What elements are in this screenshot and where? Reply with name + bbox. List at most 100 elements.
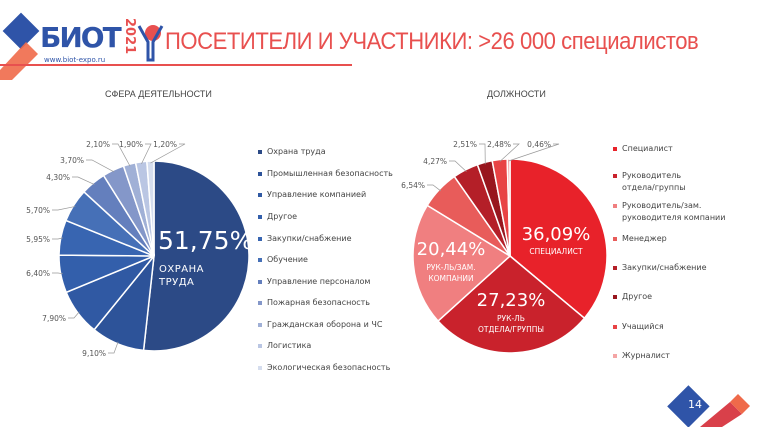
legend-swatch — [613, 146, 617, 151]
data-label: 6,54% — [401, 181, 425, 190]
legend-item: Менеджер — [613, 233, 667, 245]
data-label: 2,48% — [487, 140, 511, 149]
leader-line — [108, 341, 119, 354]
legend-swatch — [613, 203, 617, 208]
data-label: 4,30% — [46, 173, 70, 182]
legend-item: Управление компанией — [258, 189, 366, 201]
highlight-caption-left: ОХРАНА ТРУДА — [159, 264, 204, 288]
highlight-value-left: 51,75% — [158, 226, 254, 255]
legend-item: Закупки/снабжение — [258, 233, 352, 245]
logo-emblem-icon — [137, 25, 164, 62]
legend-label: Менеджер — [622, 234, 667, 243]
legend-swatch — [613, 353, 617, 358]
legend-label: Промышленная безопасность — [267, 169, 393, 178]
pie-slice — [506, 158, 511, 257]
data-label: 9,10% — [82, 349, 106, 358]
leader-line — [72, 176, 95, 185]
data-label: 5,95% — [26, 235, 50, 244]
legend-swatch — [613, 173, 617, 178]
data-label: 1,90% — [119, 140, 143, 149]
legend-label: Специалист — [622, 144, 673, 153]
logo-url: www.biot-expo.ru — [44, 56, 106, 64]
leader-line — [86, 159, 115, 173]
legend-swatch — [613, 294, 617, 299]
legend-item: Гражданская оборона и ЧС — [258, 319, 382, 331]
highlight-value-specialist: 36,09% — [521, 224, 591, 245]
data-label: 3,70% — [60, 156, 84, 165]
legend-item: Экологическая безопасность — [258, 362, 390, 374]
legend-item: Руководитель/зам. руководителя компании — [613, 200, 725, 224]
legend-label: Логистика — [267, 341, 312, 350]
leader-line — [150, 143, 186, 164]
chart-title-positions: ДОЛЖНОСТИ — [487, 89, 546, 99]
legend-item: Другое — [258, 211, 297, 223]
legend-swatch — [613, 236, 617, 241]
legend-label: Пожарная безопасность — [267, 298, 371, 307]
title-underline — [0, 64, 352, 66]
logo-shapes — [0, 12, 40, 80]
legend-item: Обучение — [258, 254, 308, 266]
highlight-value-dept-head: 27,23% — [476, 290, 546, 311]
legend-item: Логистика — [258, 340, 311, 352]
legend-label: Управление компанией — [267, 190, 367, 199]
data-label: 5,70% — [26, 206, 50, 215]
legend-label: Обучение — [267, 255, 308, 264]
highlight-value-company-head: 20,44% — [416, 239, 486, 260]
legend-label: Учащийся — [622, 322, 664, 331]
leader-line — [141, 143, 152, 164]
legend-item: Охрана труда — [258, 146, 326, 158]
legend-item: Журналист — [613, 350, 670, 362]
legend-swatch — [258, 214, 262, 219]
data-label: 4,27% — [423, 157, 447, 166]
legend-item: Другое — [613, 291, 652, 303]
highlight-caption-specialist: СПЕЦИАЛИСТ — [529, 247, 583, 256]
legend-swatch — [258, 171, 262, 176]
legend-swatch — [258, 365, 262, 370]
data-label: 2,10% — [86, 140, 110, 149]
legend-label: Экологическая безопасность — [267, 363, 391, 372]
legend-label: Закупки/снабжение — [267, 234, 352, 243]
legend-item: Руководитель отдела/группы — [613, 170, 686, 194]
legend-swatch — [613, 324, 617, 329]
legend-swatch — [258, 257, 262, 262]
page-badge-shapes — [667, 385, 750, 427]
page-number: 14 — [688, 398, 702, 411]
pie-slice — [142, 160, 250, 352]
legend-label: Управление персоналом — [267, 277, 371, 286]
leader-line — [499, 143, 520, 162]
legend-label: Другое — [267, 212, 298, 221]
legend-swatch — [258, 192, 262, 197]
data-label: 0,46% — [527, 140, 551, 149]
chart-title-activity: СФЕРА ДЕЯТЕЛЬНОСТИ — [105, 89, 212, 99]
leader-line — [112, 143, 131, 167]
highlight-caption-dept-head: РУК-ЛЬ ОТДЕЛА/ГРУППЫ — [478, 314, 544, 334]
legend-swatch — [258, 343, 262, 348]
legend-item: Закупки/снабжение — [613, 262, 707, 274]
logo-year: 2021 — [122, 18, 137, 55]
leader-line — [68, 311, 80, 319]
legend-label: Охрана труда — [267, 147, 326, 156]
legend-swatch — [258, 236, 262, 241]
legend-label: Журналист — [622, 351, 670, 360]
legend-swatch — [258, 149, 262, 154]
legend-item: Учащийся — [613, 321, 664, 333]
page-title: ПОСЕТИТЕЛИ И УЧАСТНИКИ: >26 000 специали… — [165, 28, 699, 55]
legend-label: Руководитель отдела/группы — [622, 171, 686, 192]
legend-swatch — [258, 300, 262, 305]
leader-line — [508, 143, 560, 162]
pie-slice — [412, 204, 512, 323]
highlight-caption-company-head: РУК-ЛЬ/ЗАМ. КОМПАНИИ — [426, 263, 476, 283]
legend-item: Промышленная безопасность — [258, 168, 393, 180]
legend-swatch — [613, 265, 617, 270]
data-label: 1,20% — [153, 140, 177, 149]
logo-text: БИОТ — [40, 21, 122, 54]
leader-line — [427, 184, 442, 192]
legend-label: Руководитель/зам. руководителя компании — [622, 201, 726, 222]
leader-line — [52, 206, 76, 211]
data-label: 6,40% — [26, 269, 50, 278]
data-label: 2,51% — [453, 140, 477, 149]
legend-item: Управление персоналом — [258, 276, 370, 288]
leader-line — [449, 160, 467, 172]
legend-label: Другое — [622, 292, 653, 301]
